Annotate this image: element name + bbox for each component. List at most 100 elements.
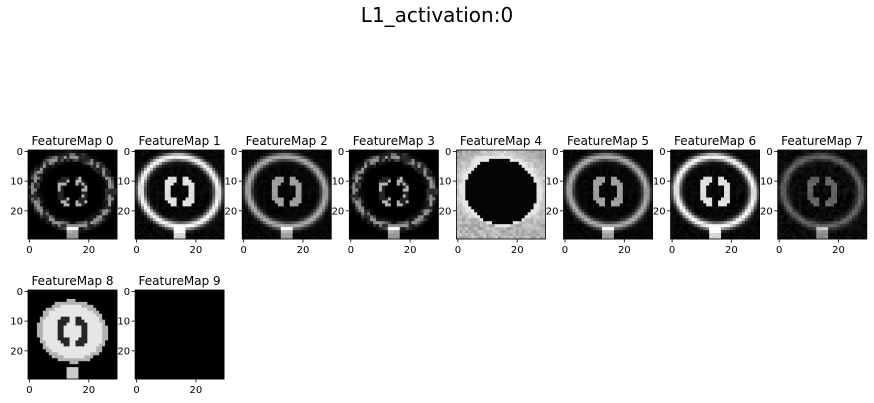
pixel-cell	[183, 168, 186, 171]
pixel-cell	[305, 180, 308, 183]
pixel-cell	[290, 200, 293, 203]
pixel-cell	[186, 177, 189, 180]
pixel-cell	[468, 224, 471, 227]
pixel-cell	[432, 186, 435, 189]
pixel-cell	[632, 168, 635, 171]
pixel-cell	[531, 171, 534, 174]
pixel-cell	[174, 233, 177, 236]
pixel-cell	[429, 224, 432, 227]
pixel-cell	[260, 174, 263, 177]
pixel-cell	[361, 189, 364, 192]
pixel-cell	[75, 189, 78, 192]
pixel-cell	[409, 230, 412, 233]
pixel-cell	[260, 156, 263, 159]
pixel-cell	[593, 153, 596, 156]
pixel-cell	[55, 156, 58, 159]
pixel-cell	[46, 177, 49, 180]
pixel-cell	[510, 197, 513, 200]
pixel-cell	[498, 156, 501, 159]
pixel-cell	[111, 221, 114, 224]
pixel-cell	[212, 189, 215, 192]
pixel-cell	[269, 200, 272, 203]
pixel-cell	[406, 197, 409, 200]
pixel-cell	[194, 168, 197, 171]
pixel-cell	[218, 174, 221, 177]
pixel-cell	[242, 200, 245, 203]
pixel-cell	[421, 189, 424, 192]
pixel-cell	[191, 171, 194, 174]
pixel-cell	[426, 209, 429, 212]
pixel-cell	[456, 203, 459, 206]
pixel-cell	[423, 224, 426, 227]
pixel-cell	[78, 224, 81, 227]
pixel-cell	[480, 174, 483, 177]
pixel-cell	[355, 150, 358, 153]
pixel-cell	[108, 233, 111, 236]
pixel-cell	[194, 230, 197, 233]
pixel-cell	[194, 159, 197, 162]
pixel-cell	[61, 215, 64, 218]
pixel-cell	[263, 153, 266, 156]
pixel-cell	[37, 153, 40, 156]
pixel-cell	[266, 189, 269, 192]
pixel-cell	[296, 230, 299, 233]
pixel-cell	[141, 165, 144, 168]
pixel-cell	[177, 153, 180, 156]
pixel-cell	[189, 212, 192, 215]
pixel-cell	[364, 168, 367, 171]
pixel-cell	[423, 212, 426, 215]
pixel-cell	[147, 215, 150, 218]
pixel-cell	[572, 192, 575, 195]
pixel-cell	[406, 171, 409, 174]
pixel-cell	[31, 180, 34, 183]
pixel-cell	[242, 197, 245, 200]
pixel-cell	[254, 197, 257, 200]
pixel-cell	[302, 200, 305, 203]
pixel-cell	[180, 197, 183, 200]
pixel-cell	[99, 165, 102, 168]
pixel-cell	[203, 209, 206, 212]
pixel-cell	[319, 156, 322, 159]
pixel-cell	[367, 156, 370, 159]
pixel-cell	[406, 159, 409, 162]
pixel-cell	[215, 200, 218, 203]
pixel-cell	[358, 224, 361, 227]
pixel-cell	[194, 215, 197, 218]
pixel-cell	[242, 233, 245, 236]
pixel-cell	[477, 165, 480, 168]
pixel-cell	[52, 212, 55, 215]
pixel-cell	[189, 230, 192, 233]
pixel-cell	[426, 171, 429, 174]
pixel-cell	[248, 165, 251, 168]
pixel-cell	[534, 212, 537, 215]
pixel-cell	[605, 168, 608, 171]
pixel-cell	[462, 230, 465, 233]
pixel-cell	[522, 209, 525, 212]
pixel-cell	[284, 177, 287, 180]
pixel-cell	[296, 206, 299, 209]
pixel-cell	[400, 180, 403, 183]
pixel-cell	[177, 186, 180, 189]
pixel-cell	[531, 189, 534, 192]
pixel-cell	[203, 233, 206, 236]
pixel-cell	[111, 203, 114, 206]
pixel-cell	[394, 153, 397, 156]
pixel-cell	[84, 233, 87, 236]
pixel-cell	[352, 206, 355, 209]
y-tick-label: 10	[439, 177, 452, 188]
pixel-cell	[248, 153, 251, 156]
pixel-cell	[459, 165, 462, 168]
pixel-cell	[141, 203, 144, 206]
pixel-cell	[299, 150, 302, 153]
pixel-cell	[99, 162, 102, 165]
pixel-cell	[367, 153, 370, 156]
pixel-cell	[242, 177, 245, 180]
pixel-cell	[293, 177, 296, 180]
pixel-cell	[471, 156, 474, 159]
pixel-cell	[73, 227, 76, 230]
pixel-cell	[87, 192, 90, 195]
pixel-cell	[203, 165, 206, 168]
pixel-cell	[379, 209, 382, 212]
pixel-cell	[608, 159, 611, 162]
pixel-cell	[486, 153, 489, 156]
